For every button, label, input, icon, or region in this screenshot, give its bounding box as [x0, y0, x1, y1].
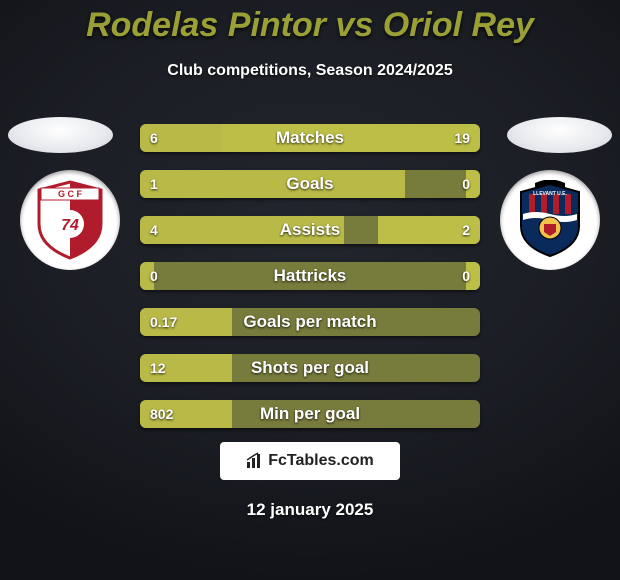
comparison-infographic: Rodelas Pintor vs Oriol Rey Club competi… — [0, 0, 620, 580]
player-right-avatar-placeholder — [507, 117, 612, 153]
chart-icon — [246, 452, 264, 470]
svg-text:LLEVANT U.E.: LLEVANT U.E. — [533, 191, 567, 197]
stat-bar-left — [140, 170, 405, 198]
stat-row: Assists42 — [140, 216, 480, 244]
stat-row: Hattricks00 — [140, 262, 480, 290]
fctables-text: FcTables.com — [268, 452, 374, 470]
player-right-name: Oriol Rey — [383, 6, 534, 44]
team-left-crest: G C F 74 — [20, 170, 120, 270]
subtitle: Club competitions, Season 2024/2025 — [0, 62, 620, 80]
stat-bar-right — [466, 262, 480, 290]
date-text: 12 january 2025 — [0, 500, 620, 520]
stat-bar-left — [140, 400, 232, 428]
stat-bar-left — [140, 216, 344, 244]
stat-row: Shots per goal12 — [140, 354, 480, 382]
stat-bar-left — [140, 124, 222, 152]
title: Rodelas Pintor vs Oriol Rey — [0, 6, 620, 45]
stat-row: Min per goal802 — [140, 400, 480, 428]
svg-text:74: 74 — [61, 217, 79, 234]
team-right-crest: LLEVANT U.E. — [500, 170, 600, 270]
player-left-name: Rodelas Pintor — [86, 6, 326, 44]
vs-text: vs — [335, 6, 373, 44]
stat-bar-right — [466, 170, 480, 198]
fctables-logo: FcTables.com — [220, 442, 400, 480]
stat-row: Matches619 — [140, 124, 480, 152]
stat-row: Goals10 — [140, 170, 480, 198]
stat-bar-right — [222, 124, 480, 152]
granada-crest-icon: G C F 74 — [35, 180, 105, 260]
stat-label: Hattricks — [140, 262, 480, 290]
stat-bar-left — [140, 308, 232, 336]
levante-crest-icon: LLEVANT U.E. — [515, 180, 585, 260]
stat-bar-right — [378, 216, 480, 244]
stat-row: Goals per match0.17 — [140, 308, 480, 336]
player-left-avatar-placeholder — [8, 117, 113, 153]
stat-bar-left — [140, 354, 232, 382]
stat-bar-left — [140, 262, 154, 290]
svg-text:G C F: G C F — [58, 189, 83, 199]
stat-bars: Matches619 Goals10 Assists42 Hattricks00 Goa… — [140, 124, 480, 446]
